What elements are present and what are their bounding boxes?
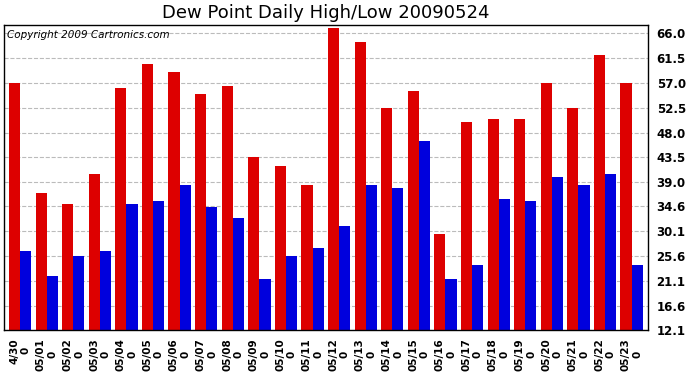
Bar <box>89 174 100 330</box>
Bar <box>248 158 259 330</box>
Bar <box>9 83 20 330</box>
Bar <box>408 91 419 330</box>
Bar <box>525 201 536 330</box>
Bar <box>47 276 58 330</box>
Bar <box>36 193 47 330</box>
Title: Dew Point Daily High/Low 20090524: Dew Point Daily High/Low 20090524 <box>162 4 490 22</box>
Bar <box>115 88 126 330</box>
Bar <box>168 72 179 330</box>
Bar <box>302 185 313 330</box>
Bar <box>339 226 351 330</box>
Bar <box>233 218 244 330</box>
Bar <box>142 64 153 330</box>
Bar <box>552 177 563 330</box>
Bar <box>605 174 616 330</box>
Bar <box>100 251 111 330</box>
Bar <box>259 279 270 330</box>
Text: Copyright 2009 Cartronics.com: Copyright 2009 Cartronics.com <box>8 30 170 40</box>
Bar <box>153 201 164 330</box>
Bar <box>488 119 499 330</box>
Bar <box>620 83 631 330</box>
Bar <box>499 199 510 330</box>
Bar <box>195 94 206 330</box>
Bar <box>514 119 525 330</box>
Bar <box>419 141 430 330</box>
Bar <box>313 248 324 330</box>
Bar <box>594 56 605 330</box>
Bar <box>179 185 191 330</box>
Bar <box>286 256 297 330</box>
Bar <box>62 204 73 330</box>
Bar <box>126 204 137 330</box>
Bar <box>20 251 31 330</box>
Bar <box>434 234 446 330</box>
Bar <box>206 207 217 330</box>
Bar <box>541 83 552 330</box>
Bar <box>355 42 366 330</box>
Bar <box>578 185 589 330</box>
Bar <box>631 265 643 330</box>
Bar <box>73 256 84 330</box>
Bar <box>393 188 404 330</box>
Bar <box>567 108 578 330</box>
Bar <box>446 279 457 330</box>
Bar <box>366 185 377 330</box>
Bar <box>461 122 472 330</box>
Bar <box>472 265 483 330</box>
Bar <box>328 28 339 330</box>
Bar <box>381 108 393 330</box>
Bar <box>275 166 286 330</box>
Bar <box>221 86 233 330</box>
